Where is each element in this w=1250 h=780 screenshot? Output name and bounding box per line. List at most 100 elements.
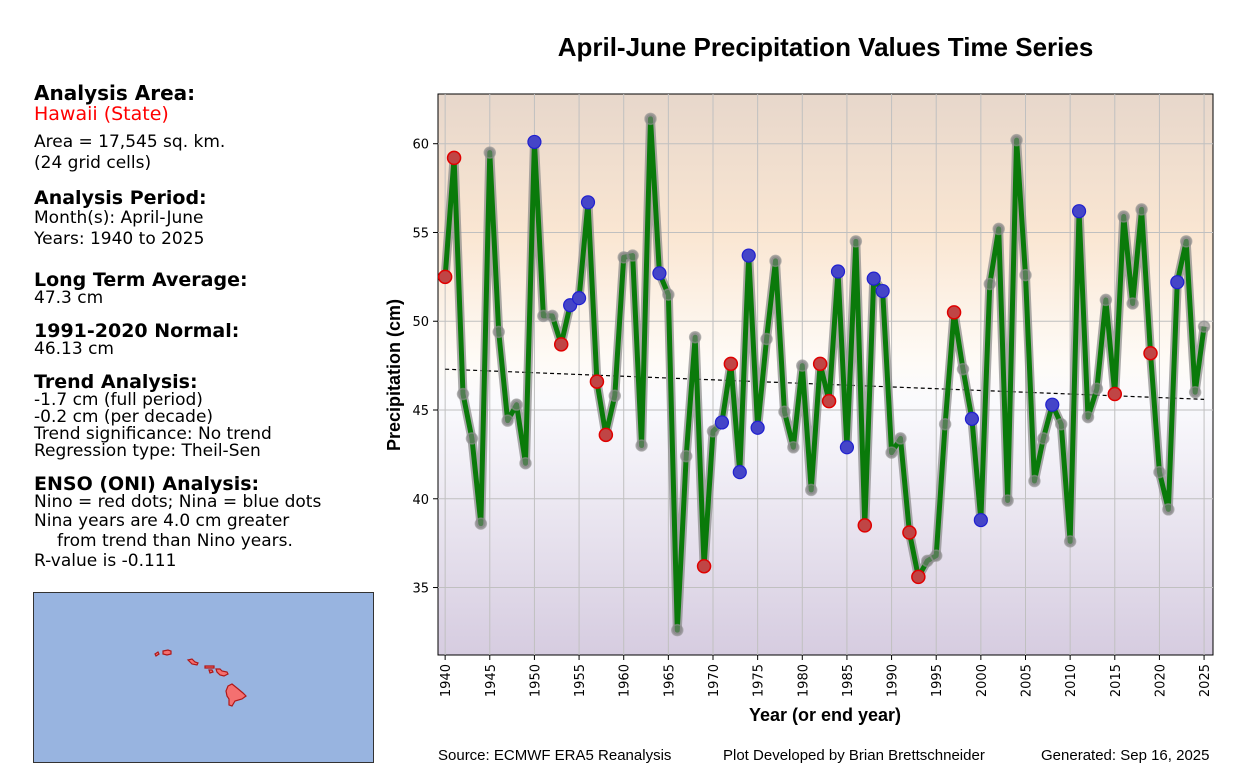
data-point xyxy=(894,432,907,445)
data-point xyxy=(662,288,675,301)
data-point xyxy=(671,623,684,637)
data-point xyxy=(769,254,782,268)
island-big-island xyxy=(225,683,247,707)
enso-heading: ENSO (ONI) Analysis: xyxy=(34,473,260,495)
x-tick-label: 1995 xyxy=(930,664,945,697)
x-tick-label: 2005 xyxy=(1020,664,1035,697)
data-point xyxy=(804,483,818,497)
x-tick-label: 1960 xyxy=(618,664,633,697)
data-point xyxy=(492,325,505,339)
y-tick-label: 50 xyxy=(412,315,429,330)
y-axis-label: Precipitation (cm) xyxy=(384,299,404,451)
x-tick-label: 2025 xyxy=(1198,664,1213,697)
y-tick-label: 45 xyxy=(412,404,429,419)
nino-point xyxy=(598,427,614,443)
x-tick-label: 2000 xyxy=(975,664,990,697)
trend-full: -1.7 cm (full period) xyxy=(34,390,203,410)
nina-point xyxy=(750,420,765,435)
data-point xyxy=(1197,320,1211,333)
trend-heading: Trend Analysis: xyxy=(34,371,198,393)
nina-point xyxy=(875,283,890,299)
trend-significance: Trend significance: No trend xyxy=(34,424,272,444)
data-point xyxy=(608,389,622,403)
data-point xyxy=(1162,503,1175,516)
years: Years: 1940 to 2025 xyxy=(34,229,205,249)
data-point xyxy=(1010,133,1023,147)
lta-value: 47.3 cm xyxy=(34,288,104,308)
data-point xyxy=(956,362,970,376)
nino-point xyxy=(723,356,739,372)
nina-point xyxy=(741,248,756,263)
x-tick-label: 1950 xyxy=(528,664,543,697)
data-point xyxy=(983,277,997,291)
data-point xyxy=(1153,465,1166,479)
data-point xyxy=(1063,535,1077,548)
data-point xyxy=(1188,386,1202,399)
nino-point xyxy=(812,356,828,372)
normal-heading: 1991-2020 Normal: xyxy=(34,320,240,342)
data-point xyxy=(849,235,863,248)
nina-point xyxy=(732,465,747,480)
nino-point xyxy=(1107,386,1123,402)
nina-point xyxy=(1170,275,1185,290)
island-oahu xyxy=(186,658,199,666)
data-point xyxy=(1054,417,1068,431)
data-point xyxy=(465,432,479,445)
months: Month(s): April-June xyxy=(34,208,204,228)
data-point xyxy=(679,449,693,463)
data-point xyxy=(1081,410,1095,424)
source-note: Source: ECMWF ERA5 Reanalysis xyxy=(438,747,672,764)
data-point xyxy=(1028,474,1041,488)
data-point xyxy=(706,425,720,438)
island-kauai xyxy=(162,649,172,656)
data-point xyxy=(787,441,800,454)
nino-point xyxy=(553,337,569,352)
data-point xyxy=(1019,268,1032,282)
x-tick-label: 1975 xyxy=(752,664,767,697)
x-tick-label: 2020 xyxy=(1153,664,1168,697)
nina-point xyxy=(580,195,596,210)
x-tick-label: 1945 xyxy=(484,664,499,697)
data-point xyxy=(1001,494,1014,507)
nina-point xyxy=(652,266,667,281)
island-lanai xyxy=(208,669,214,674)
nina-point xyxy=(866,271,881,286)
trend-decade: -0.2 cm (per decade) xyxy=(34,407,214,427)
grid-cells: (24 grid cells) xyxy=(34,153,152,173)
data-point xyxy=(546,309,559,323)
generated-date: Generated: Sep 16, 2025 xyxy=(1041,747,1210,764)
island-maui xyxy=(215,668,229,677)
x-tick-label: 1965 xyxy=(662,664,677,697)
data-point xyxy=(760,332,773,346)
nino-point xyxy=(696,558,712,574)
hawaii-islands xyxy=(154,649,247,707)
y-tick-label: 55 xyxy=(412,226,429,241)
nino-point xyxy=(902,525,917,540)
side-panel: Analysis Area: Hawaii (State) Area = 17,… xyxy=(34,82,321,571)
data-point xyxy=(483,146,497,159)
x-axis-label: Year (or end year) xyxy=(749,705,901,725)
data-point xyxy=(929,549,943,562)
lta-heading: Long Term Average: xyxy=(34,269,248,291)
x-tick-label: 1985 xyxy=(841,664,856,697)
regression-type: Regression type: Theil-Sen xyxy=(34,441,261,461)
data-point xyxy=(921,554,934,568)
r-value: R-value is -0.111 xyxy=(34,551,177,571)
enso-line2: from trend than Nino years. xyxy=(57,531,293,551)
nina-point xyxy=(527,134,542,150)
data-point xyxy=(778,405,791,419)
x-tick-label: 1990 xyxy=(886,664,901,697)
y-tick-label: 40 xyxy=(412,493,429,508)
y-tick-label: 60 xyxy=(412,138,429,153)
data-point xyxy=(635,439,648,452)
nino-point xyxy=(821,393,837,409)
data-point xyxy=(644,112,657,126)
nina-point xyxy=(1071,204,1087,219)
nina-point xyxy=(830,264,846,279)
area-name: Hawaii (State) xyxy=(34,103,169,125)
x-tick-label: 1980 xyxy=(796,664,811,697)
island-molokai xyxy=(204,665,215,669)
enso-line1: Nina years are 4.0 cm greater xyxy=(34,511,290,531)
island-niihau xyxy=(154,651,160,657)
